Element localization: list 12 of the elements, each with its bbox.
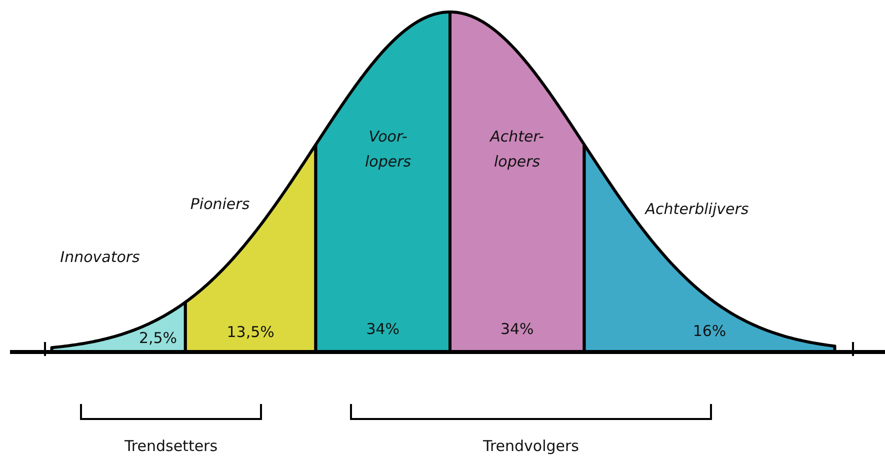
category-label: Pioniers xyxy=(190,194,250,213)
category-label: Innovators xyxy=(60,248,140,266)
data-label: 16% xyxy=(692,322,726,340)
text: Trendsetters xyxy=(124,437,218,455)
data-label: 2,5% xyxy=(138,328,178,347)
category-label: Voor-lopers xyxy=(364,127,412,170)
category-label: Achter-lopers xyxy=(489,127,544,170)
data-label: 34% xyxy=(366,320,400,338)
data-label: 13,5% xyxy=(226,322,274,341)
category-label: Achterblijvers xyxy=(644,200,749,218)
text: Trendvolgers xyxy=(482,437,580,455)
data-label: 34% xyxy=(500,320,534,338)
